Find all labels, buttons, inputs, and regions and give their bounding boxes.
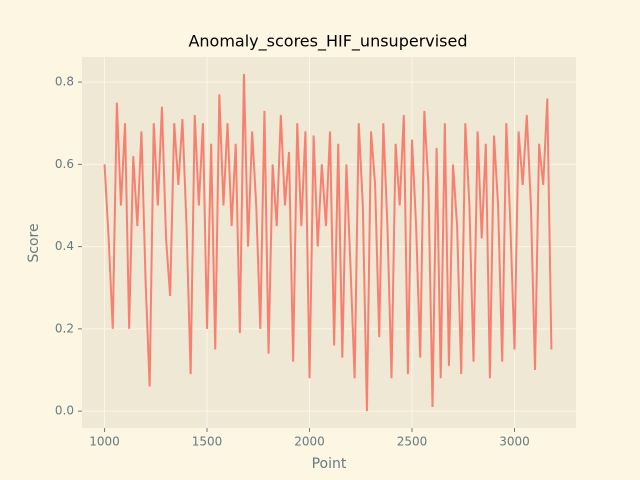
x-tick-label: 1500 bbox=[192, 435, 223, 449]
marks bbox=[103, 73, 553, 412]
x-axis-label: Point bbox=[312, 456, 347, 472]
y-tick-label: 0.0 bbox=[55, 404, 74, 418]
plot-area bbox=[82, 57, 576, 428]
y-tick-label: 0.6 bbox=[55, 157, 74, 171]
y-tick-label: 0.2 bbox=[55, 321, 74, 335]
chart-title: Anomaly_scores_HIF_unsupervised bbox=[188, 32, 467, 52]
x-tick-label: 1000 bbox=[89, 435, 120, 449]
y-tick-label: 0.8 bbox=[55, 75, 74, 89]
x-tick-label: 2500 bbox=[397, 435, 428, 449]
y-axis-label: Score bbox=[26, 223, 42, 262]
x-tick-label: 2000 bbox=[294, 435, 325, 449]
x-tick-label: 3000 bbox=[499, 435, 530, 449]
line bbox=[103, 73, 553, 412]
y-tick-label: 0.4 bbox=[55, 239, 74, 253]
